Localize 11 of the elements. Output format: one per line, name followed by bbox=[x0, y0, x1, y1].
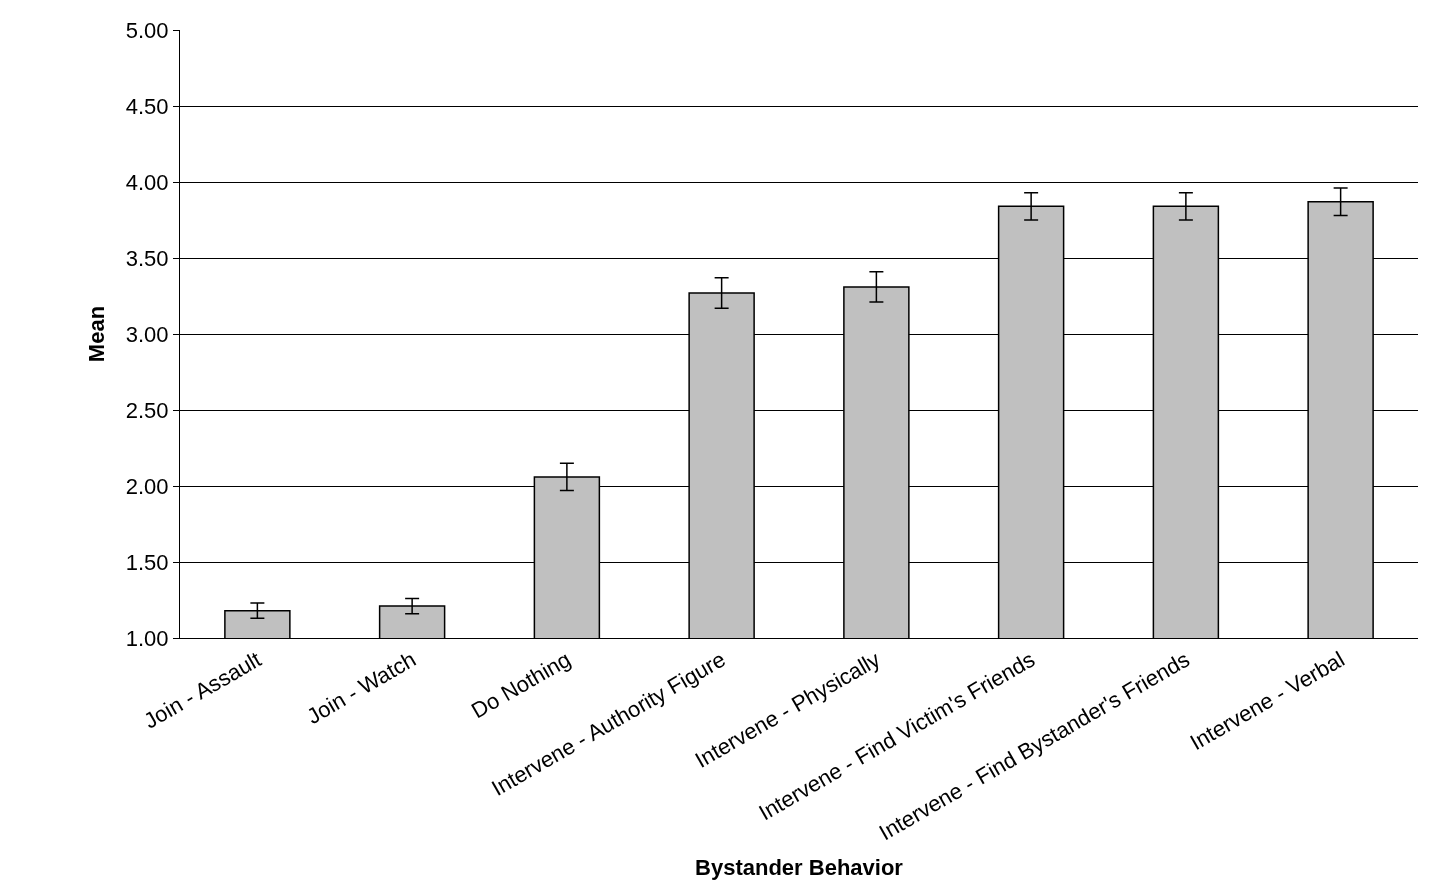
y-tick-label: 2.00 bbox=[125, 473, 169, 499]
y-tick-label: 4.00 bbox=[125, 169, 169, 195]
y-tick-label: 1.50 bbox=[125, 549, 169, 575]
y-tick-label: 5.00 bbox=[125, 17, 169, 43]
y-tick-label: 2.50 bbox=[125, 397, 169, 423]
x-axis-title: Bystander Behavior bbox=[695, 855, 904, 881]
y-tick-label: 1.00 bbox=[125, 625, 169, 651]
y-axis-title: Mean bbox=[83, 305, 109, 363]
y-tick-label: 3.50 bbox=[125, 245, 169, 271]
y-tick-label: 3.00 bbox=[125, 321, 169, 347]
y-tick-label: 4.50 bbox=[125, 93, 169, 119]
